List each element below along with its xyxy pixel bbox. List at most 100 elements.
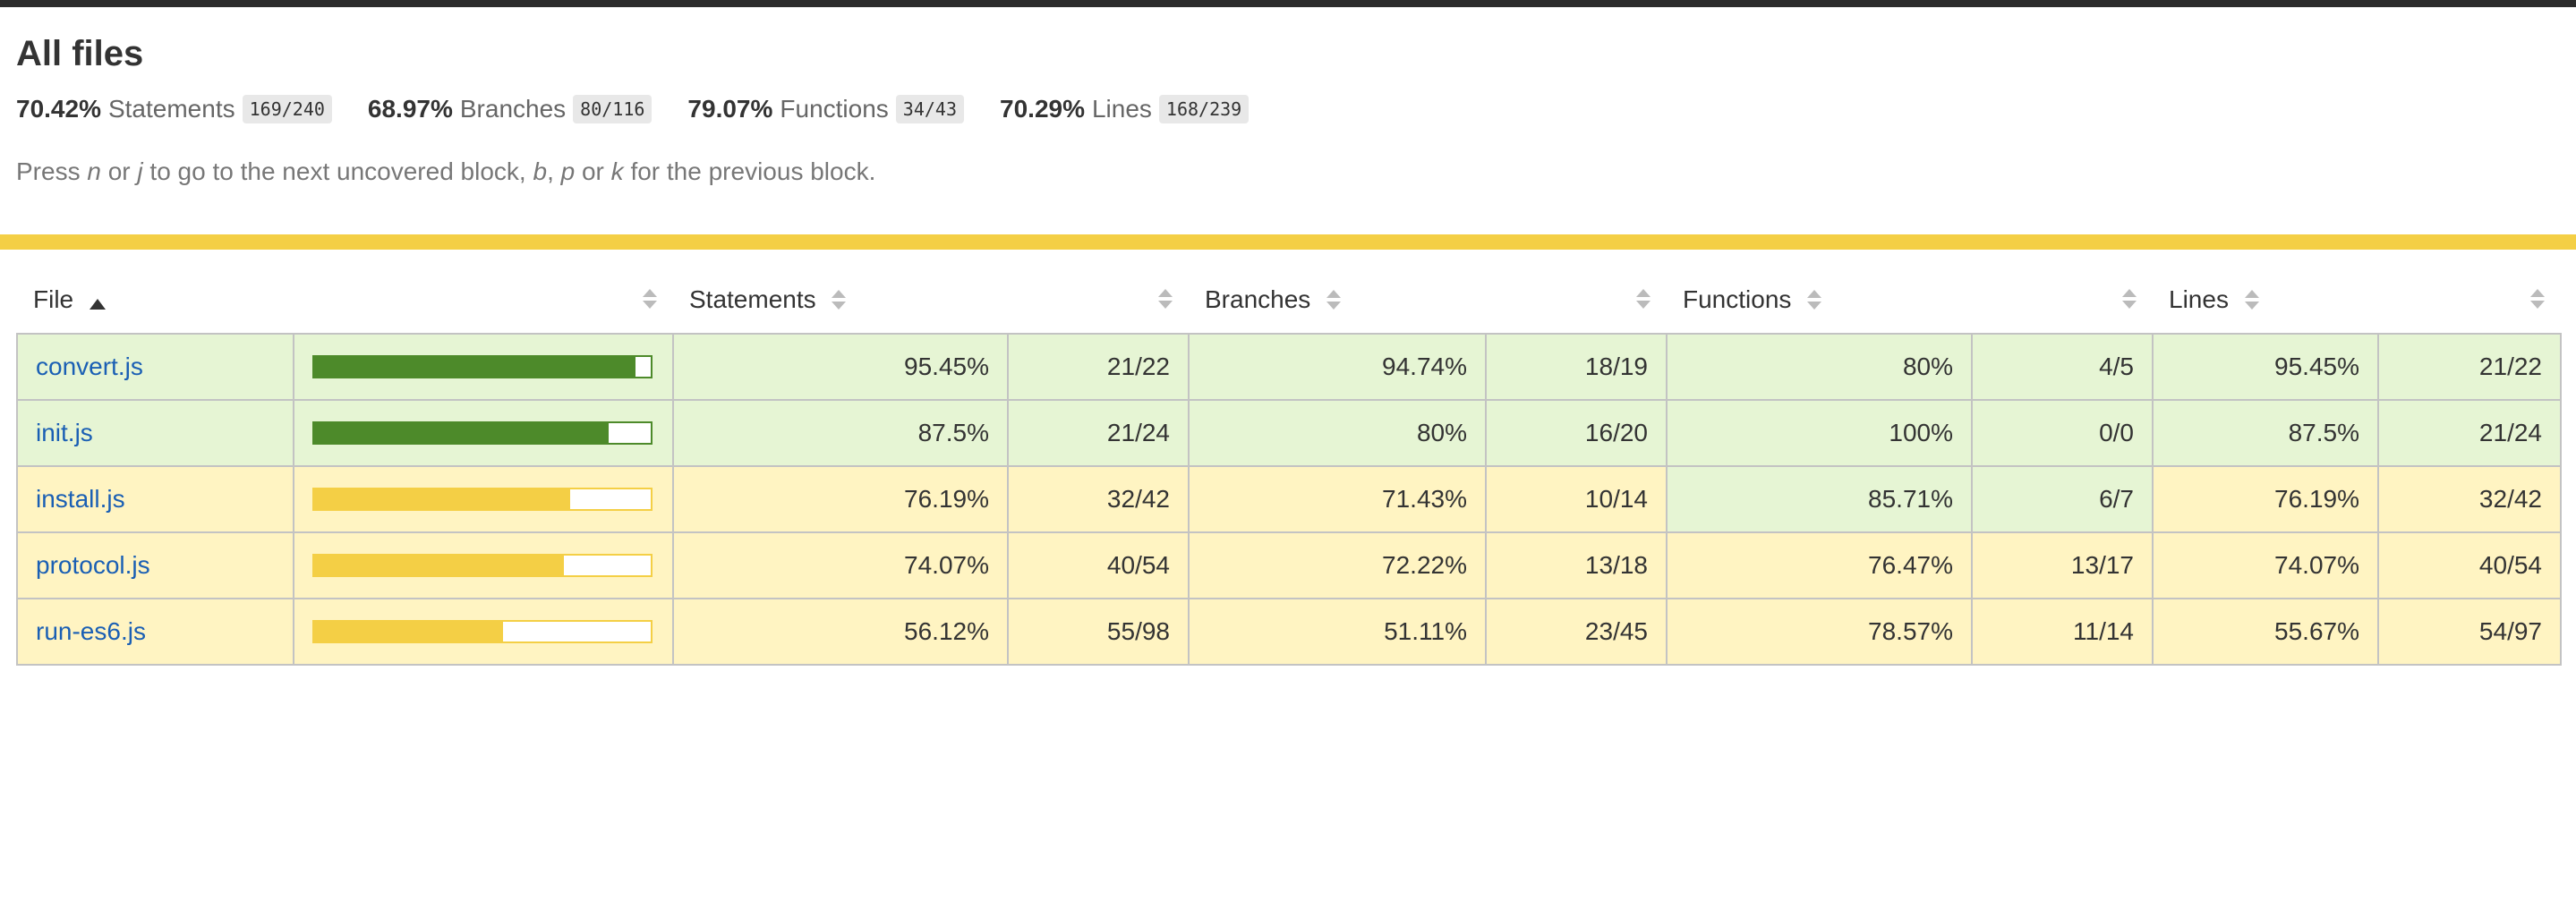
top-bar — [0, 0, 2576, 7]
statements-fraction: 40/54 — [1007, 531, 1190, 599]
branches-fraction: 16/20 — [1485, 399, 1668, 467]
header-functions[interactable]: Functions — [1667, 268, 1972, 334]
help-key-j: j — [137, 157, 143, 185]
header-file[interactable]: File — [17, 268, 294, 334]
header-lines[interactable]: Lines — [2153, 268, 2378, 334]
header-functions-label: Functions — [1683, 285, 1792, 314]
sort-toggle-icon[interactable] — [1636, 286, 1651, 315]
functions-fraction: 13/17 — [1971, 531, 2154, 599]
lines-pct: 74.07% — [2152, 531, 2379, 599]
summary-functions-label: Functions — [780, 95, 889, 123]
functions-pct: 78.57% — [1666, 598, 1973, 666]
sort-toggle-icon[interactable] — [1326, 287, 1342, 316]
lines-pct: 95.45% — [2152, 333, 2379, 401]
functions-fraction: 11/14 — [1971, 598, 2154, 666]
coverage-bar — [312, 620, 653, 643]
sort-toggle-icon[interactable] — [832, 287, 847, 316]
functions-fraction: 4/5 — [1971, 333, 2154, 401]
header-branches-label: Branches — [1205, 285, 1311, 314]
file-link[interactable]: convert.js — [36, 353, 143, 380]
statements-fraction: 32/42 — [1007, 465, 1190, 533]
summary-lines-label: Lines — [1091, 95, 1152, 123]
summary-functions: 79.07% Functions 34/43 — [687, 95, 965, 123]
help-or-1: or — [100, 157, 138, 185]
summary-functions-pct: 79.07% — [687, 95, 773, 123]
lines-fraction: 54/97 — [2377, 598, 2562, 666]
coverage-bar-fill — [314, 357, 635, 377]
coverage-bar — [312, 355, 653, 378]
functions-fraction: 6/7 — [1971, 465, 2154, 533]
coverage-bar-cell — [293, 333, 674, 401]
header-functions-fraction[interactable] — [1972, 268, 2153, 334]
coverage-bar-fill — [314, 489, 571, 509]
help-middle: to go to the next uncovered block, — [142, 157, 533, 185]
coverage-bar-fill — [314, 423, 609, 443]
branches-pct: 94.74% — [1188, 333, 1487, 401]
statements-pct: 87.5% — [672, 399, 1009, 467]
branches-pct: 51.11% — [1188, 598, 1487, 666]
file-cell: run-es6.js — [16, 598, 294, 666]
header-lines-label: Lines — [2169, 285, 2229, 314]
header-statements-label: Statements — [689, 285, 816, 314]
sort-toggle-icon[interactable] — [2122, 286, 2137, 315]
sort-toggle-icon[interactable] — [2244, 287, 2259, 316]
summary-statements-pct: 70.42% — [16, 95, 101, 123]
statements-pct: 56.12% — [672, 598, 1009, 666]
coverage-summary: 70.42% Statements 169/240 68.97% Branche… — [16, 91, 2576, 127]
branches-fraction: 10/14 — [1485, 465, 1668, 533]
sort-toggle-icon[interactable] — [1158, 286, 1173, 315]
help-key-b: b — [533, 157, 548, 185]
summary-branches: 68.97% Branches 80/116 — [368, 95, 653, 123]
branches-fraction: 23/45 — [1485, 598, 1668, 666]
coverage-bar-fill — [314, 556, 564, 575]
statements-pct: 76.19% — [672, 465, 1009, 533]
coverage-bar-cell — [293, 598, 674, 666]
table-row: init.js 87.5% 21/24 80% 16/20 100% 0/0 8… — [16, 399, 2562, 467]
help-key-n: n — [87, 157, 101, 185]
header-statements[interactable]: Statements — [673, 268, 1008, 334]
help-key-p: p — [560, 157, 576, 185]
coverage-table: File Statements — [16, 268, 2562, 666]
sort-toggle-icon[interactable] — [1807, 287, 1822, 316]
functions-pct: 100% — [1666, 399, 1973, 467]
file-link[interactable]: run-es6.js — [36, 617, 146, 645]
summary-statements-fraction: 169/240 — [242, 95, 332, 123]
statements-fraction: 21/24 — [1007, 399, 1190, 467]
page-title: All files — [16, 34, 144, 73]
statements-fraction: 21/22 — [1007, 333, 1190, 401]
header-file-label: File — [33, 285, 74, 314]
coverage-bar — [312, 554, 653, 577]
header-lines-fraction[interactable] — [2378, 268, 2561, 334]
header-branches-fraction[interactable] — [1486, 268, 1667, 334]
file-cell: protocol.js — [16, 531, 294, 599]
file-link[interactable]: init.js — [36, 419, 93, 446]
branches-pct: 72.22% — [1188, 531, 1487, 599]
coverage-bar-cell — [293, 399, 674, 467]
coverage-bar-cell — [293, 531, 674, 599]
summary-statements: 70.42% Statements 169/240 — [16, 95, 332, 123]
coverage-status-stripe — [0, 234, 2576, 250]
coverage-bar-fill — [314, 622, 503, 641]
functions-fraction: 0/0 — [1971, 399, 2154, 467]
lines-pct: 87.5% — [2152, 399, 2379, 467]
header-branches[interactable]: Branches — [1189, 268, 1486, 334]
lines-fraction: 21/24 — [2377, 399, 2562, 467]
sort-ascending-icon[interactable] — [89, 287, 106, 316]
functions-pct: 76.47% — [1666, 531, 1973, 599]
table-header-row: File Statements — [17, 268, 2561, 334]
header-file-bar[interactable] — [294, 268, 673, 334]
branches-pct: 71.43% — [1188, 465, 1487, 533]
help-comma: , — [547, 157, 561, 185]
file-link[interactable]: install.js — [36, 485, 125, 513]
sort-toggle-icon[interactable] — [643, 286, 657, 315]
help-or-2: or — [575, 157, 611, 185]
header-statements-fraction[interactable] — [1008, 268, 1189, 334]
file-link[interactable]: protocol.js — [36, 551, 150, 579]
branches-fraction: 18/19 — [1485, 333, 1668, 401]
summary-branches-fraction: 80/116 — [573, 95, 653, 123]
file-cell: install.js — [16, 465, 294, 533]
sort-toggle-icon[interactable] — [2530, 286, 2545, 315]
lines-fraction: 32/42 — [2377, 465, 2562, 533]
help-prefix: Press — [16, 157, 88, 185]
summary-statements-label: Statements — [107, 95, 235, 123]
